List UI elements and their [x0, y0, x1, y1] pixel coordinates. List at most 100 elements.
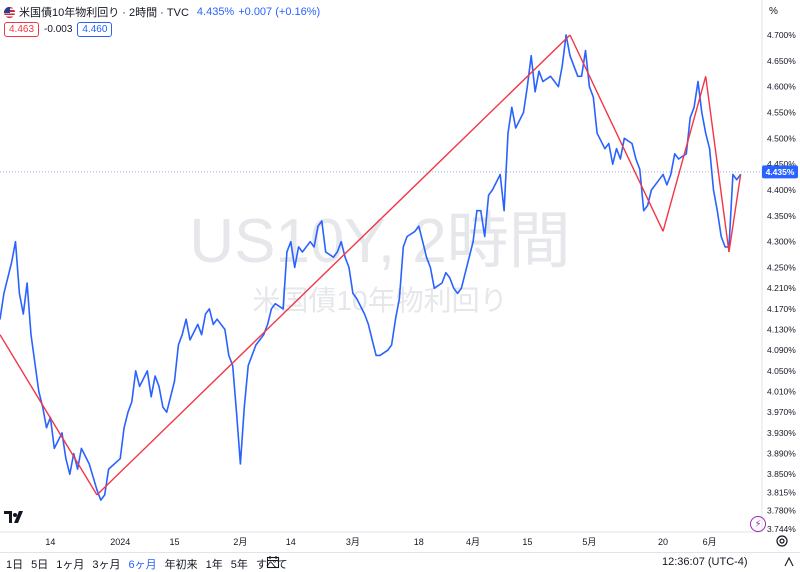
- series-point: [666, 184, 668, 186]
- series-point: [488, 194, 490, 196]
- watermark: US10Y, 2時間 米国債10年物利回り: [189, 207, 570, 316]
- time-tick-label: 14: [45, 537, 55, 547]
- series-point: [398, 297, 400, 300]
- trendline-layer[interactable]: [0, 34, 742, 496]
- series-point: [418, 225, 420, 227]
- series-point: [491, 189, 493, 191]
- clock-timezone[interactable]: 12:36:07 (UTC-4): [662, 556, 748, 568]
- series-point: [135, 370, 137, 372]
- price-tick-label: 4.700%: [767, 30, 796, 40]
- series-point: [26, 282, 28, 284]
- series-point: [705, 132, 707, 134]
- series-point: [270, 308, 272, 310]
- lightning-icon[interactable]: ⚡: [750, 516, 766, 532]
- settings-gear-icon[interactable]: [775, 534, 789, 548]
- series-point: [313, 246, 315, 248]
- series-point: [689, 117, 691, 119]
- series-point: [348, 266, 350, 269]
- series-point: [429, 266, 431, 269]
- time-tick-label: 20: [658, 537, 668, 547]
- watermark-name: 米国債10年物利回り: [252, 285, 507, 316]
- adjust-scale-icon[interactable]: [783, 556, 795, 568]
- time-tick-label: 2024: [110, 537, 130, 547]
- series-point: [662, 173, 664, 176]
- price-tick-label: 3.780%: [767, 505, 796, 515]
- series-point: [460, 287, 462, 289]
- range-button[interactable]: 1年: [205, 559, 223, 571]
- series-point: [259, 339, 261, 341]
- time-tick-label: 6月: [703, 537, 717, 547]
- series-point: [604, 148, 606, 150]
- series-point: [647, 204, 649, 207]
- range-selector: 1日 5日 1ヶ月 3ヶ月 6ヶ月 年初来 1年 5年 すべて: [6, 556, 296, 572]
- bottom-toolbar: 1日 5日 1ヶ月 3ヶ月 6ヶ月 年初来 1年 5年 すべて 12:36:07 (UTC-4): [0, 552, 800, 572]
- series-point: [185, 318, 187, 320]
- range-button[interactable]: すべて: [255, 559, 288, 571]
- trendline[interactable]: [569, 34, 664, 232]
- series-point: [11, 261, 13, 263]
- series-point: [588, 86, 591, 88]
- series-point: [538, 70, 540, 72]
- price-chart[interactable]: US10Y, 2時間 米国債10年物利回り 4.700% 4.650% 4.600%…: [0, 0, 800, 552]
- range-button[interactable]: 1日: [6, 559, 24, 571]
- series-point: [235, 411, 238, 413]
- series-point: [177, 344, 179, 346]
- series-point: [406, 235, 408, 238]
- ask-price[interactable]: 4.460: [77, 22, 113, 37]
- series-point: [608, 142, 610, 145]
- series-point: [581, 75, 583, 77]
- price-axis[interactable]: 4.700% 4.650% 4.600% 4.550% 4.500% 4.450% 4.40…: [767, 30, 796, 534]
- range-button[interactable]: 年初来: [164, 559, 198, 571]
- series-point: [267, 323, 269, 325]
- trendline[interactable]: [728, 174, 742, 253]
- series-point: [232, 365, 234, 367]
- series-point: [615, 148, 618, 150]
- bid-price[interactable]: 4.463: [4, 22, 40, 37]
- series-point: [45, 427, 48, 429]
- trendline[interactable]: [705, 76, 730, 253]
- series-point: [309, 241, 311, 243]
- time-axis[interactable]: 14 2024 15 2月 14 3月 18 4月 15 5月 20 6月: [45, 537, 716, 547]
- price-tick-label: 3.744%: [767, 524, 796, 534]
- series-point: [433, 287, 435, 289]
- series-point: [301, 251, 303, 253]
- range-button[interactable]: 1ヶ月: [56, 559, 85, 571]
- tradingview-logo-icon: [4, 511, 23, 523]
- price-tick-label: 4.170%: [767, 304, 796, 314]
- series-point: [402, 246, 404, 248]
- series-point: [77, 468, 79, 470]
- trendline[interactable]: [96, 34, 571, 496]
- series-point: [53, 447, 55, 449]
- series-point: [499, 173, 501, 176]
- series-point: [623, 137, 625, 139]
- series-point: [650, 189, 653, 191]
- price-tick-label: 3.850%: [767, 469, 796, 479]
- range-button[interactable]: 5年: [230, 559, 248, 571]
- series-point: [453, 287, 455, 289]
- series-point: [340, 241, 342, 243]
- time-tick-label: 14: [286, 537, 296, 547]
- trendline[interactable]: [662, 76, 707, 232]
- series-point: [181, 334, 183, 336]
- series-point: [317, 225, 319, 227]
- series-point: [484, 235, 486, 238]
- series-point: [643, 210, 645, 212]
- price-tick-label: 4.130%: [767, 325, 796, 335]
- series-point: [158, 385, 160, 387]
- price-tick-label: 4.350%: [767, 211, 796, 221]
- trendline[interactable]: [0, 334, 98, 496]
- series-point: [73, 453, 75, 455]
- time-tick-label: 5月: [582, 537, 596, 547]
- range-button[interactable]: 6ヶ月: [128, 559, 157, 571]
- series-point: [712, 189, 715, 191]
- series-point: [325, 251, 327, 253]
- symbol-title[interactable]: 米国債10年物利回り · 2時間 · TVC: [19, 7, 189, 19]
- range-button[interactable]: 3ヶ月: [92, 559, 121, 571]
- series-point: [332, 256, 335, 258]
- date-range-icon[interactable]: [266, 555, 280, 569]
- price-tick-label: 4.050%: [767, 366, 796, 376]
- range-button[interactable]: 5日: [31, 559, 49, 571]
- time-tick-label: 3月: [346, 537, 360, 547]
- price-unit-label[interactable]: %: [769, 6, 778, 17]
- series-point: [480, 210, 482, 212]
